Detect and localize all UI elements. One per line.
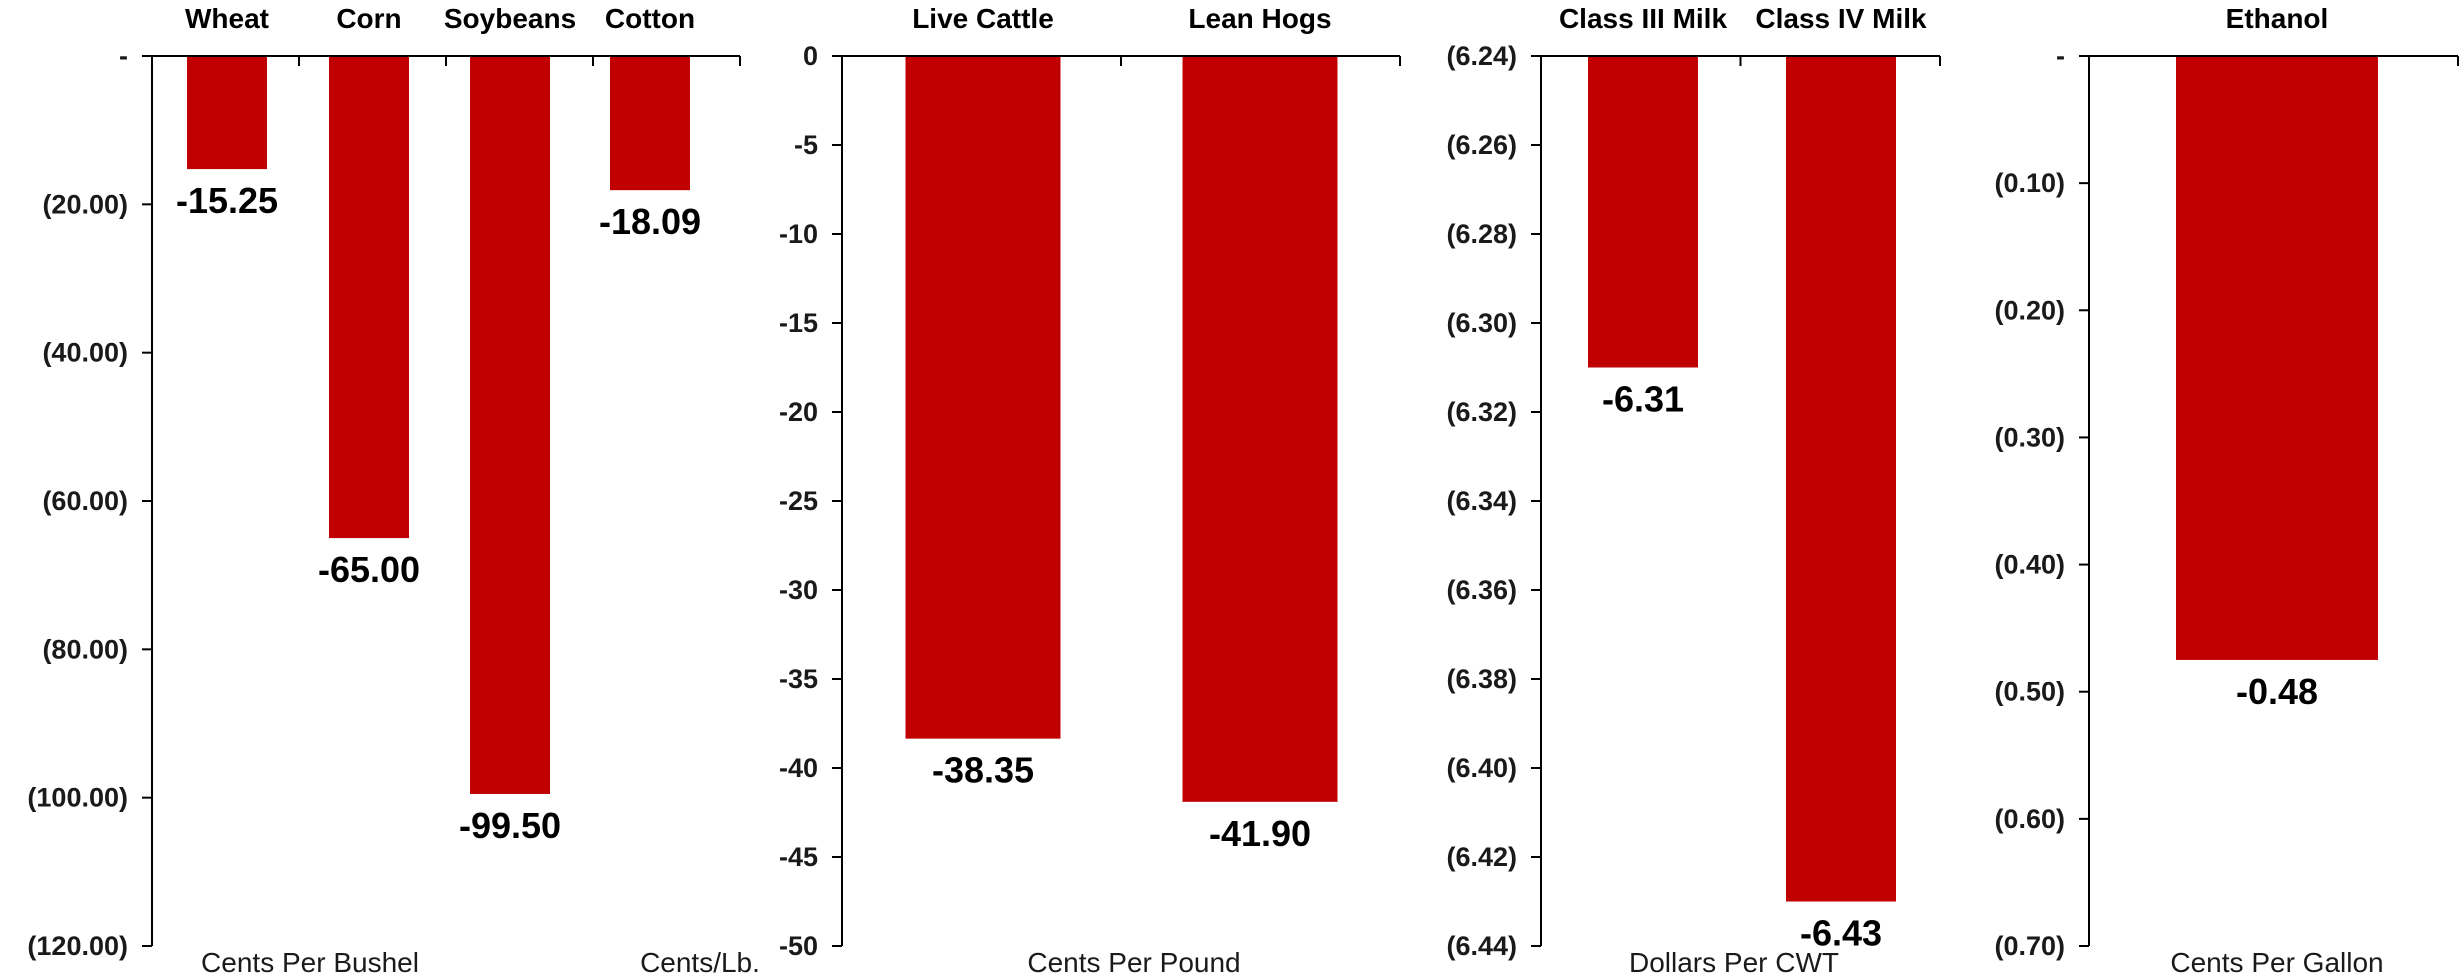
y-tick-label: (0.70) xyxy=(1994,931,2065,961)
y-tick-label: (6.42) xyxy=(1446,842,1517,872)
value-label-soybeans: -99.50 xyxy=(459,805,561,846)
bar-class-iii-milk xyxy=(1588,56,1698,368)
y-tick-label: (6.34) xyxy=(1446,486,1517,516)
y-tick-label: -20 xyxy=(779,397,818,427)
category-label-class-iii-milk: Class III Milk xyxy=(1559,3,1727,34)
value-label-live-cattle: -38.35 xyxy=(932,750,1034,791)
category-label-class-iv-milk: Class IV Milk xyxy=(1755,3,1927,34)
y-tick-label: (0.10) xyxy=(1994,168,2065,198)
category-label-ethanol: Ethanol xyxy=(2226,3,2329,34)
y-tick-label: (80.00) xyxy=(42,634,128,664)
bar-lean-hogs xyxy=(1182,56,1338,802)
y-tick-label: -40 xyxy=(779,753,818,783)
unit-label: Cents Per Gallon xyxy=(2170,947,2383,978)
y-tick-label: (0.30) xyxy=(1994,422,2065,452)
unit-label: Cents Per Bushel xyxy=(201,947,419,978)
y-tick-label: -30 xyxy=(779,575,818,605)
unit-label: Cents/Lb. xyxy=(640,947,760,978)
category-label-wheat: Wheat xyxy=(185,3,269,34)
y-tick-label: -10 xyxy=(779,219,818,249)
value-label-ethanol: -0.48 xyxy=(2236,671,2318,712)
y-tick-label: (6.36) xyxy=(1446,575,1517,605)
y-tick-label: -45 xyxy=(779,842,818,872)
y-tick-label: (60.00) xyxy=(42,486,128,516)
bar-corn xyxy=(329,56,409,539)
value-label-corn: -65.00 xyxy=(318,549,420,590)
y-tick-label: (6.28) xyxy=(1446,219,1517,249)
value-label-class-iv-milk: -6.43 xyxy=(1800,913,1882,954)
y-tick-label: -25 xyxy=(779,486,818,516)
y-tick-label: (0.40) xyxy=(1994,550,2065,580)
y-tick-label: - xyxy=(2056,41,2065,71)
y-tick-label: (6.40) xyxy=(1446,753,1517,783)
y-tick-label: (6.32) xyxy=(1446,397,1517,427)
y-tick-label: -50 xyxy=(779,931,818,961)
bar-wheat xyxy=(187,56,267,170)
category-label-live-cattle: Live Cattle xyxy=(912,3,1054,34)
y-tick-label: (6.44) xyxy=(1446,931,1517,961)
bar-ethanol xyxy=(2176,56,2378,660)
y-tick-label: (0.20) xyxy=(1994,295,2065,325)
value-label-cotton: -18.09 xyxy=(599,201,701,242)
y-tick-label: (6.30) xyxy=(1446,308,1517,338)
value-label-lean-hogs: -41.90 xyxy=(1209,813,1311,854)
category-label-soybeans: Soybeans xyxy=(444,3,576,34)
category-label-lean-hogs: Lean Hogs xyxy=(1188,3,1331,34)
bar-class-iv-milk xyxy=(1786,56,1896,902)
y-tick-label: -35 xyxy=(779,664,818,694)
category-label-corn: Corn xyxy=(336,3,401,34)
unit-label: Dollars Per CWT xyxy=(1629,947,1839,978)
y-tick-label: (120.00) xyxy=(27,931,128,961)
value-label-wheat: -15.25 xyxy=(176,180,278,221)
y-tick-label: (6.24) xyxy=(1446,41,1517,71)
y-tick-label: (20.00) xyxy=(42,189,128,219)
y-tick-label: (40.00) xyxy=(42,338,128,368)
unit-label: Cents Per Pound xyxy=(1027,947,1240,978)
bar-cotton xyxy=(610,56,690,191)
category-label-cotton: Cotton xyxy=(605,3,695,34)
y-tick-label: (0.60) xyxy=(1994,804,2065,834)
y-tick-label: (6.38) xyxy=(1446,664,1517,694)
y-tick-label: 0 xyxy=(803,41,818,71)
y-tick-label: - xyxy=(119,41,128,71)
y-tick-label: -5 xyxy=(794,130,818,160)
y-tick-label: (100.00) xyxy=(27,783,128,813)
bar-soybeans xyxy=(470,56,550,794)
y-tick-label: -15 xyxy=(779,308,818,338)
value-label-class-iii-milk: -6.31 xyxy=(1602,379,1684,420)
y-tick-label: (0.50) xyxy=(1994,677,2065,707)
y-tick-label: (6.26) xyxy=(1446,130,1517,160)
bar-live-cattle xyxy=(905,56,1061,739)
